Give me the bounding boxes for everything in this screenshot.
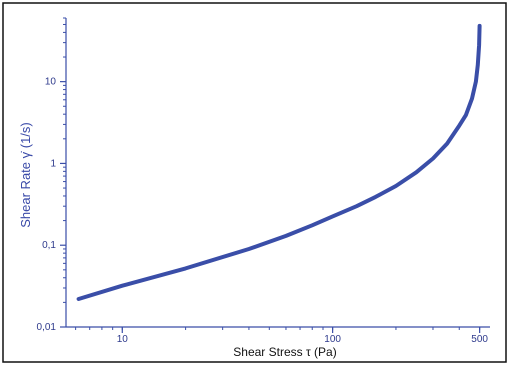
y-major-ticks: 0,01 0,1 1 10	[37, 77, 66, 333]
x-axis-title: Shear Stress τ (Pa)	[233, 345, 336, 359]
y-tick-label: 10	[45, 77, 57, 88]
y-tick-label: 0,1	[42, 240, 56, 251]
x-major-ticks: 10 100 500	[117, 327, 488, 345]
series-line	[76, 23, 482, 301]
x-tick-label: 10	[117, 334, 129, 345]
y-tick-label: 1	[50, 158, 56, 169]
x-tick-label: 500	[471, 334, 488, 345]
y-minor-ticks	[63, 17, 66, 303]
y-axis-title: Shear Rate γ̇ (1/s)	[18, 122, 33, 228]
x-tick-label: 100	[324, 334, 341, 345]
y-tick-label: 0,01	[37, 322, 57, 333]
plot-area: 0,01 0,1 1 10 10 100 500	[37, 17, 490, 345]
